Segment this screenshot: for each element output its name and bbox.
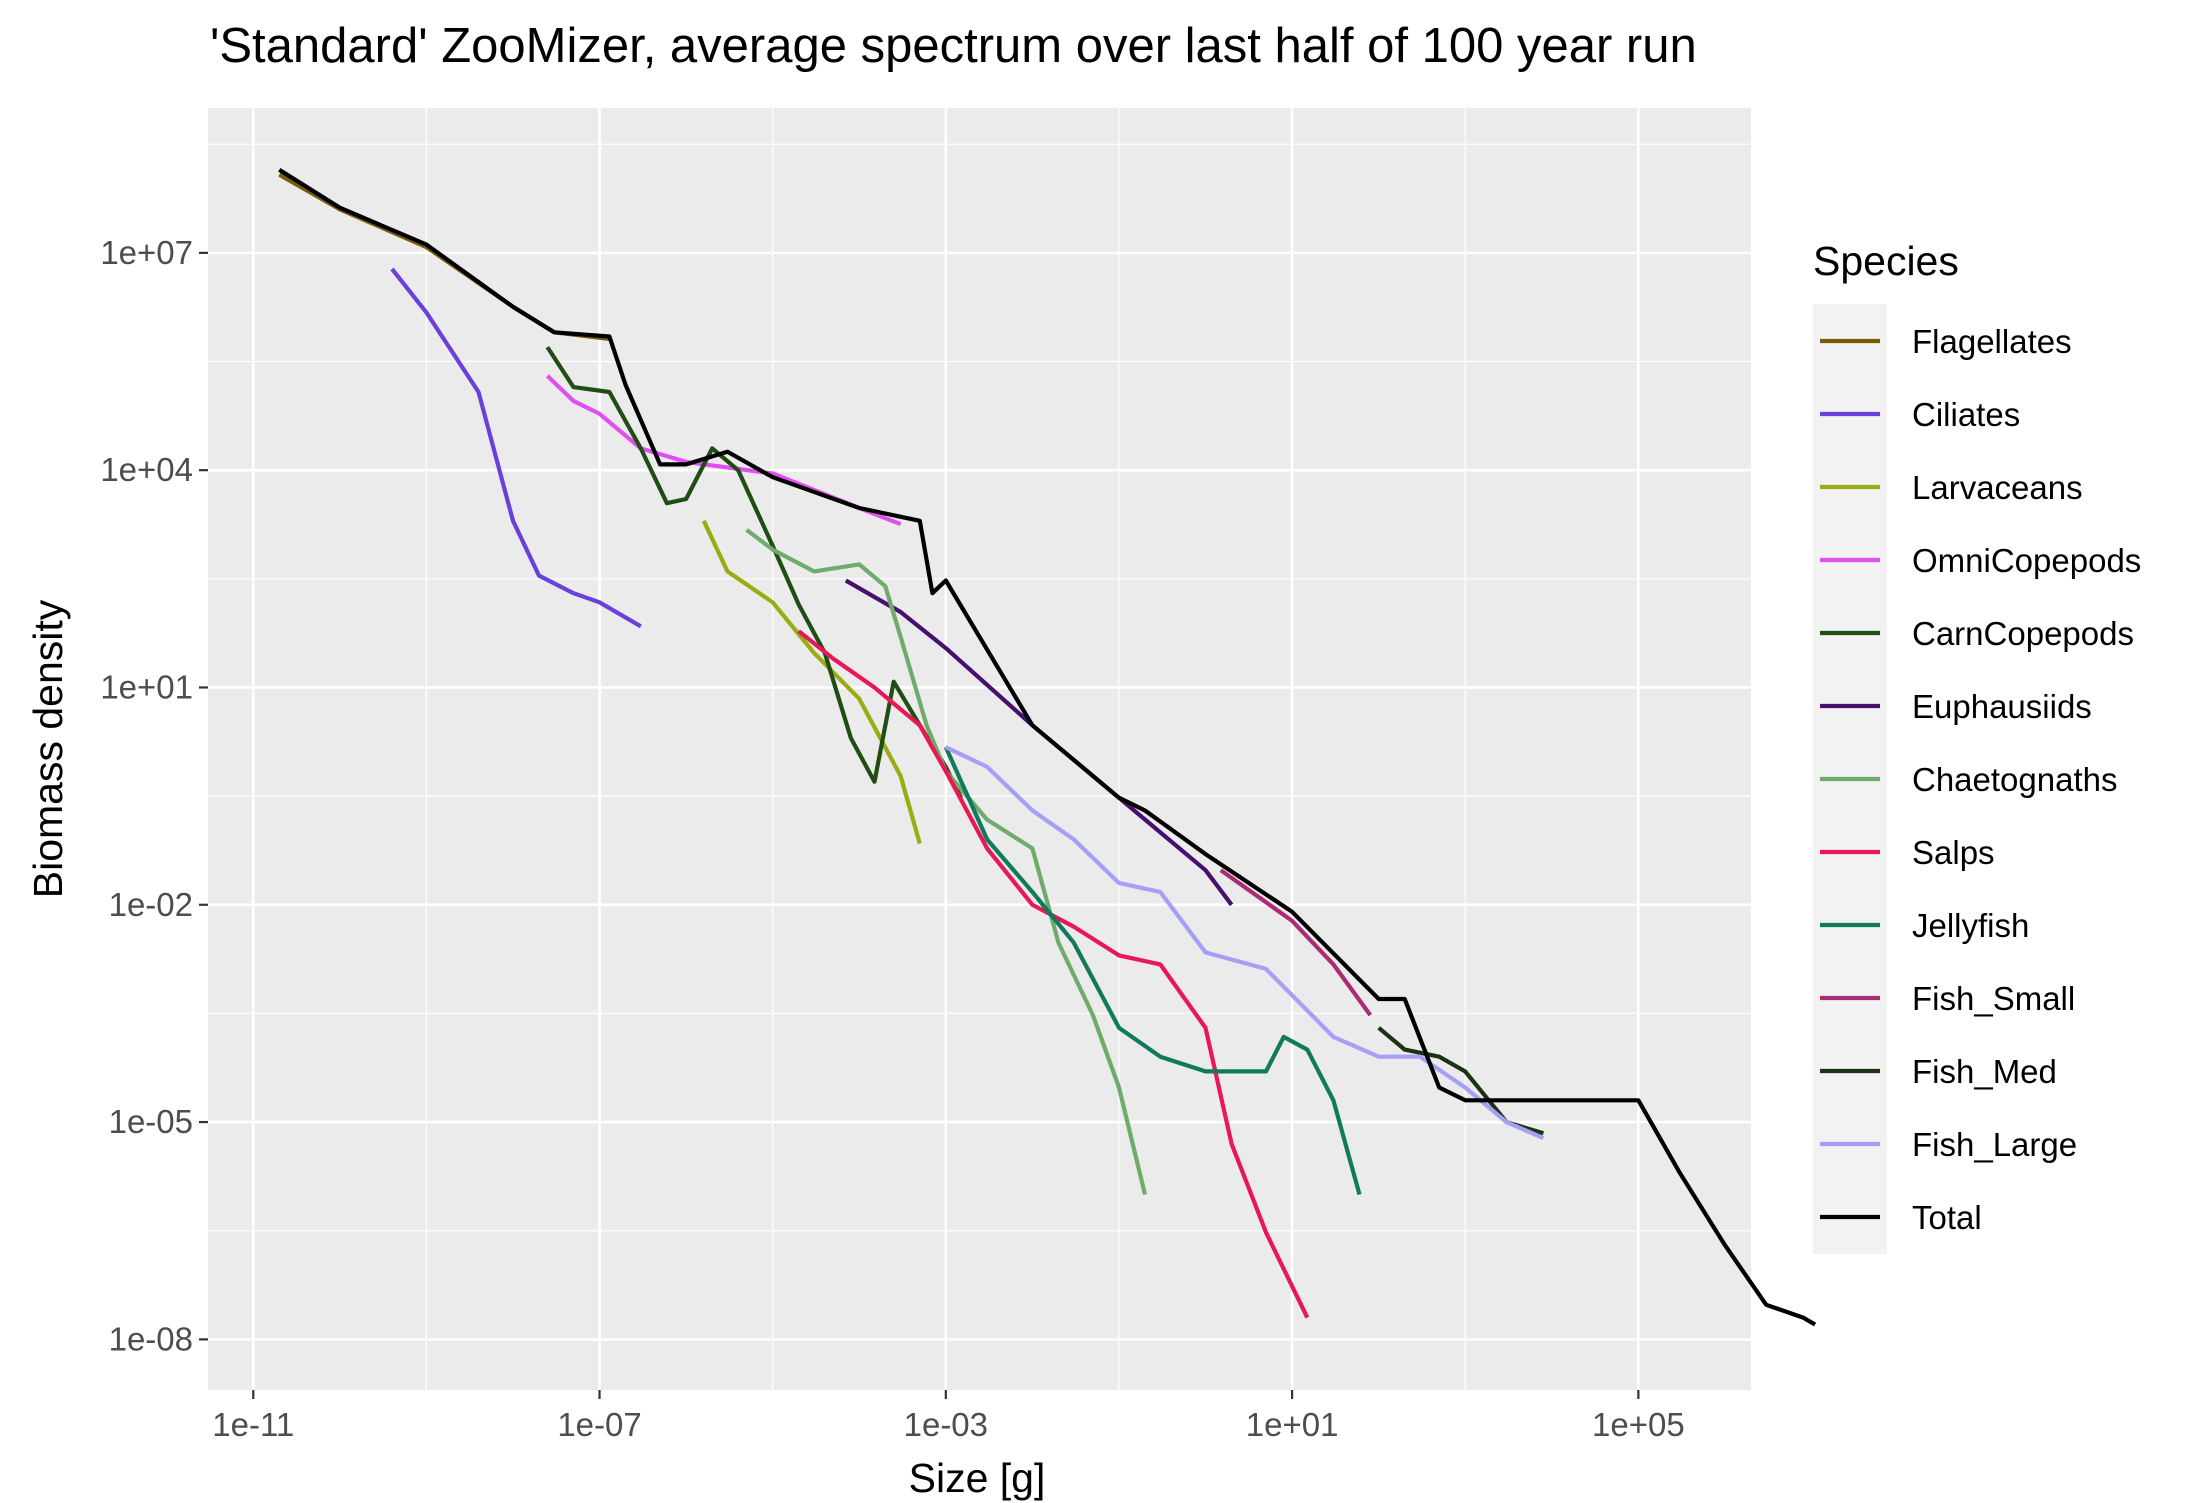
series-line-fish-small	[1219, 868, 1372, 1017]
legend-label-fish-large: Fish_Large	[1912, 1126, 2077, 1163]
y-tick-label: 1e-02	[109, 886, 193, 923]
x-tick-label: 1e+05	[1592, 1406, 1685, 1443]
legend: Species Flagellates Ciliates Larvaceans Omn…	[1813, 238, 2141, 1254]
legend-label-salps: Salps	[1912, 834, 1995, 871]
y-tick-label: 1e+07	[100, 234, 193, 271]
legend-label-total: Total	[1912, 1199, 1982, 1236]
series-line-jellyfish	[943, 746, 1362, 1196]
legend-label-jellyfish: Jellyfish	[1912, 907, 2029, 944]
y-tick-label: 1e+01	[100, 668, 193, 705]
series-lines	[278, 168, 1817, 1327]
y-tick-label: 1e-05	[109, 1103, 193, 1140]
series-line-carncopepods	[545, 345, 963, 799]
x-tick-label: 1e+01	[1246, 1406, 1339, 1443]
legend-label-omnicopepods: OmniCopepods	[1912, 542, 2141, 579]
series-line-larvaceans	[701, 519, 922, 845]
series-line-total	[278, 168, 1817, 1327]
legend-label-chaetognaths: Chaetognaths	[1912, 761, 2118, 798]
legend-label-fish-med: Fish_Med	[1912, 1053, 2057, 1090]
series-line-chaetognaths	[745, 528, 1148, 1195]
legend-label-ciliates: Ciliates	[1912, 396, 2020, 433]
y-tick-label: 1e-08	[109, 1320, 193, 1357]
x-axis-title: Size [g]	[909, 1455, 1046, 1501]
y-axis-title: Biomass density	[25, 599, 71, 898]
legend-label-carncopepods: CarnCopepods	[1912, 615, 2134, 652]
legend-label-flagellates: Flagellates	[1912, 323, 2072, 360]
x-ticks: 1e-11 1e-07 1e-03 1e+01 1e+05	[212, 1390, 1685, 1443]
series-line-ciliates	[390, 267, 642, 629]
x-tick-label: 1e-11	[212, 1406, 294, 1443]
y-ticks: 1e-08 1e-05 1e-02 1e+01 1e+04 1e+07	[100, 234, 208, 1357]
x-tick-label: 1e-03	[904, 1406, 988, 1443]
chart-title: 'Standard' ZooMizer, average spectrum ov…	[210, 19, 1697, 73]
plot-panel	[208, 108, 1751, 1390]
legend-label-larvaceans: Larvaceans	[1912, 469, 2083, 506]
x-tick-label: 1e-07	[557, 1406, 641, 1443]
y-tick-label: 1e+04	[100, 451, 193, 488]
series-line-fish-large	[944, 745, 1545, 1141]
legend-label-fish-small: Fish_Small	[1912, 980, 2075, 1017]
legend-label-euphausiids: Euphausiids	[1912, 688, 2092, 725]
legend-title: Species	[1813, 238, 1959, 284]
